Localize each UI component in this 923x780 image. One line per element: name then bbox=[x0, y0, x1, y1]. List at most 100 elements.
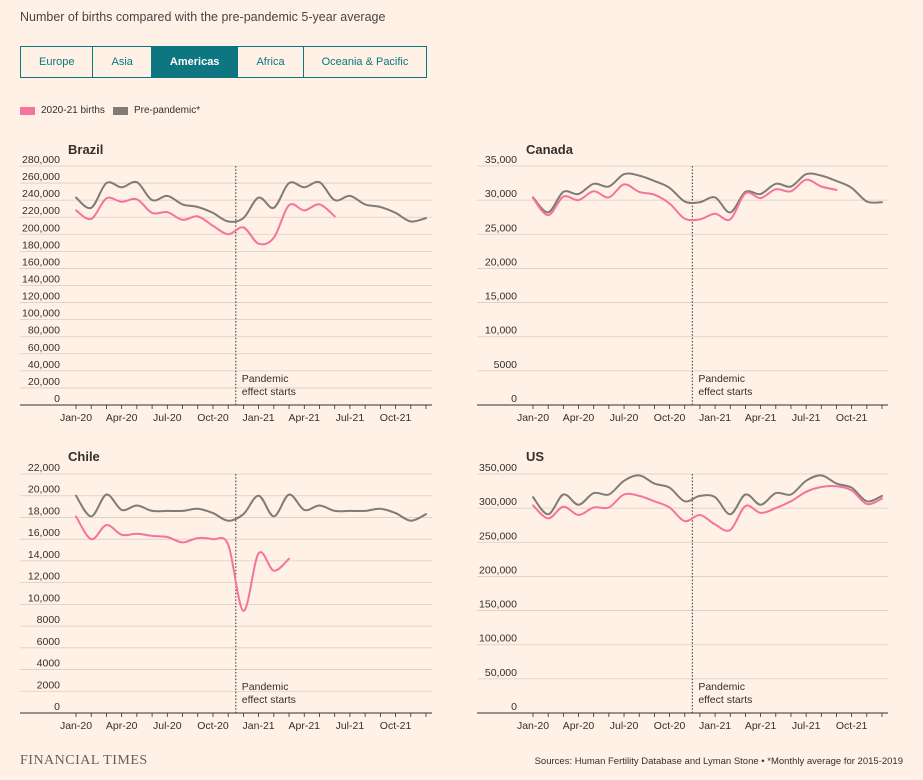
y-tick-label: 5000 bbox=[494, 359, 518, 371]
y-tick-label: 0 bbox=[54, 701, 60, 713]
chart-us: US 0 50,000 100,000 150,000 200,000 250,000 300… bbox=[477, 449, 888, 732]
pandemic-annotation: effect starts bbox=[698, 386, 752, 398]
y-tick-label: 16,000 bbox=[28, 527, 60, 539]
y-tick-label: 22,000 bbox=[28, 462, 60, 474]
y-tick-label: 280,000 bbox=[22, 154, 60, 166]
y-tick-label: 35,000 bbox=[485, 154, 517, 166]
series-line-births bbox=[532, 485, 883, 532]
x-tick-label: Oct-20 bbox=[197, 720, 229, 732]
tab-europe[interactable]: Europe bbox=[21, 47, 94, 77]
y-tick-label: 20,000 bbox=[28, 484, 60, 496]
y-tick-label: 25,000 bbox=[485, 222, 517, 234]
pandemic-annotation: effect starts bbox=[242, 386, 296, 398]
y-tick-label: 260,000 bbox=[22, 171, 60, 183]
x-tick-label: Jul-21 bbox=[792, 720, 821, 732]
source-note: Sources: Human Fertility Database and Ly… bbox=[534, 756, 903, 767]
x-tick-label: Jan-20 bbox=[60, 412, 92, 424]
x-tick-label: Apr-20 bbox=[106, 412, 138, 424]
y-tick-label: 120,000 bbox=[22, 291, 60, 303]
x-tick-label: Apr-20 bbox=[106, 720, 138, 732]
y-tick-label: 20,000 bbox=[28, 376, 60, 388]
y-tick-label: 12,000 bbox=[28, 571, 60, 583]
y-tick-label: 30,000 bbox=[485, 188, 517, 200]
chart-title: Chile bbox=[68, 449, 100, 464]
x-tick-label: Apr-21 bbox=[289, 412, 321, 424]
chart-title: Brazil bbox=[68, 142, 103, 157]
x-tick-label: Jan-21 bbox=[699, 412, 731, 424]
x-tick-label: Jul-20 bbox=[610, 412, 639, 424]
series-line-prepandemic bbox=[532, 172, 883, 214]
legend-label-prepandemic: Pre-pandemic* bbox=[133, 105, 201, 116]
y-tick-label: 200,000 bbox=[22, 222, 60, 234]
tab-africa[interactable]: Africa bbox=[238, 47, 304, 77]
y-tick-label: 100,000 bbox=[479, 633, 517, 645]
series-line-births bbox=[75, 196, 336, 246]
x-tick-label: Oct-20 bbox=[654, 412, 686, 424]
y-tick-label: 350,000 bbox=[479, 462, 517, 474]
legend-swatch-prepandemic bbox=[112, 106, 128, 115]
x-tick-label: Apr-21 bbox=[745, 412, 777, 424]
y-tick-label: 0 bbox=[54, 393, 60, 405]
legend: 2020-21 births Pre-pandemic* bbox=[20, 105, 200, 116]
y-tick-label: 20,000 bbox=[485, 256, 517, 268]
y-tick-label: 40,000 bbox=[28, 359, 60, 371]
x-tick-label: Oct-20 bbox=[197, 412, 229, 424]
y-tick-label: 180,000 bbox=[22, 239, 60, 251]
x-tick-label: Apr-21 bbox=[745, 720, 777, 732]
y-tick-label: 80,000 bbox=[28, 325, 60, 337]
series-line-births bbox=[532, 178, 838, 222]
ft-logo: FINANCIAL TIMES bbox=[20, 753, 148, 768]
pandemic-annotation: effect starts bbox=[698, 694, 752, 706]
legend-swatch-births bbox=[20, 106, 35, 115]
y-tick-label: 100,000 bbox=[22, 308, 60, 320]
x-tick-label: Jul-20 bbox=[153, 412, 182, 424]
y-tick-label: 15,000 bbox=[485, 291, 517, 303]
pandemic-annotation: Pandemic bbox=[242, 681, 289, 693]
x-tick-label: Oct-21 bbox=[380, 720, 412, 732]
x-tick-label: Jul-21 bbox=[336, 720, 365, 732]
series-line-prepandemic bbox=[75, 180, 427, 223]
y-tick-label: 0 bbox=[511, 701, 517, 713]
chart-brazil: Brazil 0 20,000 40,000 60,000 80,000 100,000 12… bbox=[20, 142, 432, 424]
chart-subtitle: Number of births compared with the pre-p… bbox=[20, 10, 386, 24]
tab-americas[interactable]: Americas bbox=[151, 47, 239, 77]
y-tick-label: 8000 bbox=[37, 614, 61, 626]
legend-label-births: 2020-21 births bbox=[41, 105, 105, 116]
pandemic-annotation: Pandemic bbox=[698, 681, 745, 693]
y-tick-label: 18,000 bbox=[28, 505, 60, 517]
y-tick-label: 140,000 bbox=[22, 274, 60, 286]
x-tick-label: Oct-21 bbox=[836, 412, 868, 424]
x-tick-label: Jul-21 bbox=[336, 412, 365, 424]
pandemic-annotation: Pandemic bbox=[698, 373, 745, 385]
x-tick-label: Oct-20 bbox=[654, 720, 686, 732]
x-tick-label: Jan-20 bbox=[517, 720, 549, 732]
y-tick-label: 10,000 bbox=[28, 592, 60, 604]
y-tick-label: 4000 bbox=[37, 658, 61, 670]
x-tick-label: Apr-20 bbox=[563, 720, 595, 732]
x-tick-label: Jul-20 bbox=[610, 720, 639, 732]
series-line-prepandemic bbox=[75, 493, 427, 522]
y-tick-label: 0 bbox=[511, 393, 517, 405]
series-line-births bbox=[75, 515, 290, 612]
region-tabs: Europe Asia Americas Africa Oceania & Pa… bbox=[20, 46, 428, 78]
tab-oceania-pacific[interactable]: Oceania & Pacific bbox=[303, 47, 427, 77]
x-tick-label: Jan-21 bbox=[243, 412, 275, 424]
y-tick-label: 160,000 bbox=[22, 256, 60, 268]
y-tick-label: 240,000 bbox=[22, 188, 60, 200]
y-tick-label: 50,000 bbox=[485, 667, 517, 679]
x-tick-label: Jul-20 bbox=[153, 720, 182, 732]
x-tick-label: Apr-21 bbox=[289, 720, 321, 732]
chart-chile: Chile 0 2000 4000 6000 8000 10,000 12,000 14,000… bbox=[20, 449, 432, 732]
y-tick-label: 2000 bbox=[37, 679, 61, 691]
x-tick-label: Oct-21 bbox=[836, 720, 868, 732]
x-tick-label: Apr-20 bbox=[563, 412, 595, 424]
x-tick-label: Jan-21 bbox=[243, 720, 275, 732]
y-tick-label: 10,000 bbox=[485, 325, 517, 337]
y-tick-label: 200,000 bbox=[479, 564, 517, 576]
y-tick-label: 6000 bbox=[37, 636, 61, 648]
x-tick-label: Oct-21 bbox=[380, 412, 412, 424]
tab-asia[interactable]: Asia bbox=[93, 47, 152, 77]
y-tick-label: 220,000 bbox=[22, 205, 60, 217]
pandemic-annotation: effect starts bbox=[242, 694, 296, 706]
